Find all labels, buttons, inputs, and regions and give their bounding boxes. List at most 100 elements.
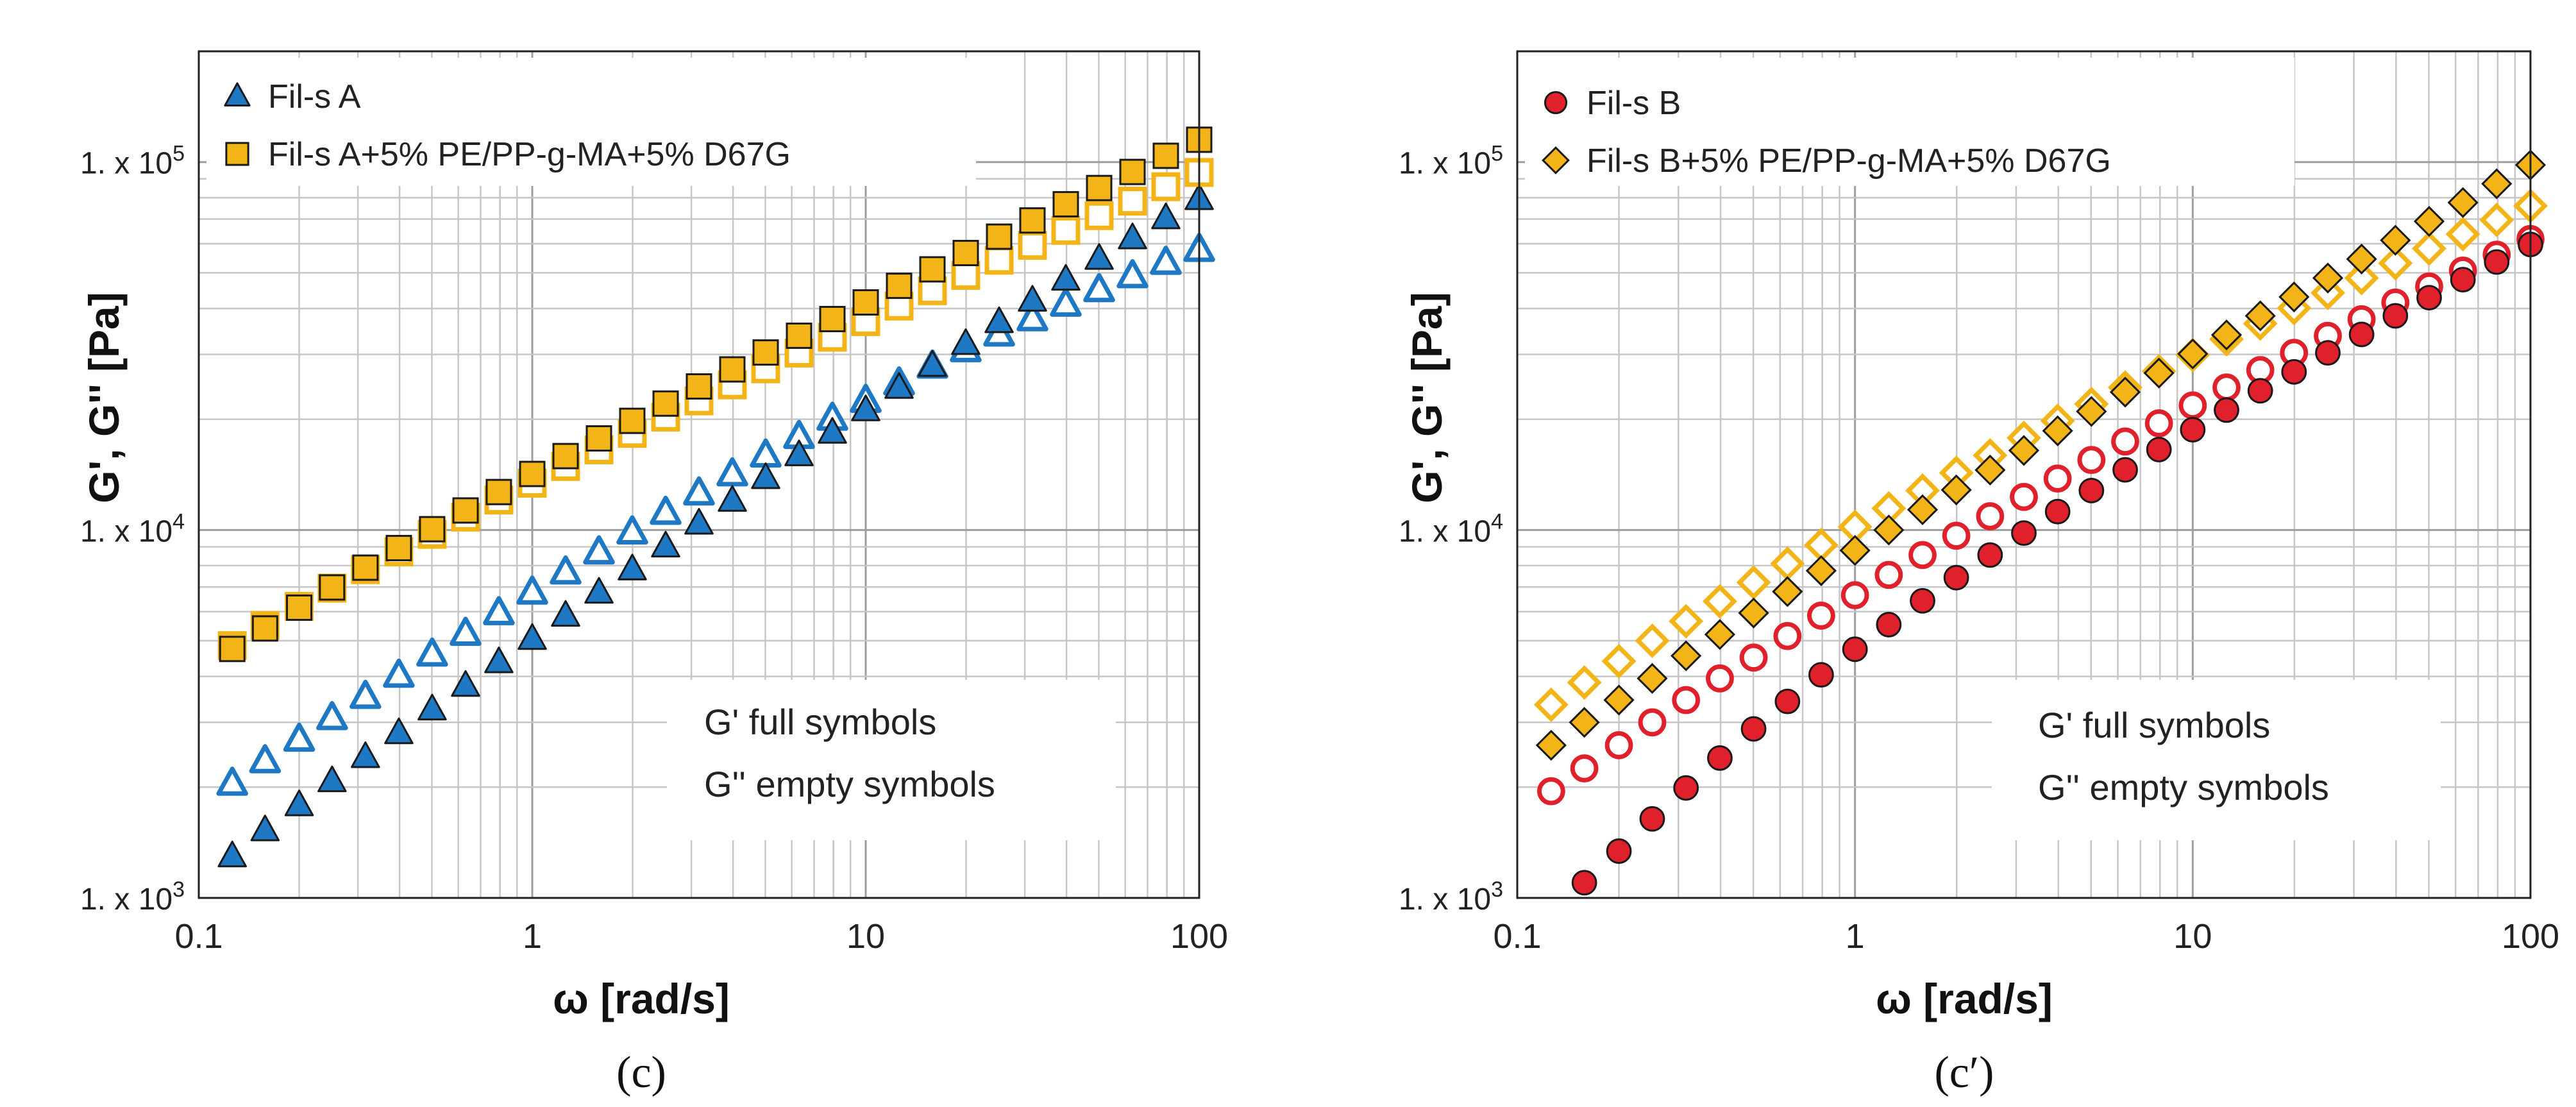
point-fil-s-a-g-prime: [918, 350, 947, 377]
point-fil-s-a-5-pe-pp-g-ma-5-d67g-g-prime: [452, 497, 479, 524]
point-fil-s-a-g-prime: [484, 646, 514, 673]
point-fil-s-b-5-pe-pp-g-ma-5-d67g-g-double-prime: [2445, 217, 2480, 251]
point-fil-s-b-5-pe-pp-g-ma-5-d67g-g-double-prime: [2378, 246, 2413, 281]
x-tick-label: 0.1: [174, 917, 223, 956]
point-fil-s-a-5-pe-pp-g-ma-5-d67g-g-prime: [519, 461, 546, 487]
point-fil-s-b-5-pe-pp-g-ma-5-d67g-g-prime: [2143, 357, 2175, 389]
point-fil-s-b-g-prime: [1740, 716, 1767, 742]
point-fil-s-a-g-double-prime: [716, 457, 748, 487]
point-fil-s-a-g-prime: [1084, 243, 1114, 270]
point-fil-s-b-g-double-prime: [2043, 464, 2072, 493]
legend: Fil-s B Fil-s B+5% PE/PP-g-MA+5% D67G: [1542, 85, 2111, 180]
point-fil-s-a-5-pe-pp-g-ma-5-d67g-g-double-prime: [1018, 230, 1047, 260]
point-fil-s-b-5-pe-pp-g-ma-5-d67g-g-prime: [2346, 243, 2377, 275]
x-axis-label: ω [rad/s]: [553, 975, 730, 1022]
point-fil-s-b-g-prime: [2247, 378, 2273, 404]
point-fil-s-a-5-pe-pp-g-ma-5-d67g-g-prime: [352, 554, 379, 581]
chart-c-svg: 1. x 103 1. x 104 1. x 105 0.1 1 10 100 Fil-s…: [80, 50, 1228, 1097]
point-fil-s-b-5-pe-pp-g-ma-5-d67g-g-prime: [1940, 474, 1972, 505]
y-tick-label: 1. x 104: [80, 509, 185, 548]
point-fil-s-a-5-pe-pp-g-ma-5-d67g-g-prime: [1052, 190, 1079, 217]
point-fil-s-a-g-prime: [1118, 223, 1147, 249]
point-fil-s-a-g-prime: [351, 741, 380, 768]
y-tick-label: 1. x 105: [80, 142, 185, 181]
point-fil-s-a-5-pe-pp-g-ma-5-d67g-g-prime: [1086, 174, 1113, 201]
point-fil-s-a-5-pe-pp-g-ma-5-d67g-g-prime: [251, 615, 278, 642]
legend-box: [1525, 58, 2294, 186]
legend-box: [206, 58, 976, 186]
point-fil-s-b-5-pe-pp-g-ma-5-d67g-g-double-prime: [1601, 643, 1637, 679]
x-tick-label: 1: [1846, 917, 1865, 956]
point-fil-s-a-g-prime: [618, 554, 647, 580]
x-tick-label: 10: [2173, 917, 2212, 956]
point-fil-s-a-5-pe-pp-g-ma-5-d67g-g-prime: [819, 305, 846, 332]
point-fil-s-b-5-pe-pp-g-ma-5-d67g-g-double-prime: [1702, 584, 1737, 619]
point-fil-s-a-g-double-prime: [316, 701, 348, 731]
legend-marker-circle: [1544, 90, 1568, 115]
point-fil-s-b-g-double-prime: [1570, 754, 1599, 782]
point-fil-s-b-g-double-prime: [2212, 373, 2241, 402]
point-fil-s-b-g-prime: [2078, 477, 2105, 503]
legend-and-note-boxes: [1525, 58, 2441, 840]
point-fil-s-b-g-double-prime: [1976, 502, 2005, 530]
point-fil-s-b-g-prime: [2450, 267, 2476, 292]
point-fil-s-b-g-prime: [1571, 870, 1597, 896]
point-fil-s-a-g-double-prime: [1116, 259, 1149, 289]
point-fil-s-b-g-double-prime: [2010, 482, 2038, 511]
point-fil-s-b-5-pe-pp-g-ma-5-d67g-g-prime: [1974, 454, 2006, 486]
point-fil-s-b-g-prime: [2382, 303, 2409, 329]
point-fil-s-b-5-pe-pp-g-ma-5-d67g-g-double-prime: [2479, 203, 2514, 237]
point-fil-s-a-g-double-prime: [283, 722, 316, 752]
point-fil-s-b-5-pe-pp-g-ma-5-d67g-g-double-prime: [1635, 623, 1670, 658]
y-tick-label: 1. x 104: [1399, 509, 1503, 548]
x-tick-labels: 0.1 1 10 100: [174, 917, 1228, 956]
point-fil-s-a-5-pe-pp-g-ma-5-d67g-g-prime: [585, 425, 612, 452]
point-fil-s-b-g-double-prime: [1807, 602, 1835, 630]
legend-marker-diamond: [1542, 146, 1570, 174]
point-fil-s-a-5-pe-pp-g-ma-5-d67g-g-prime: [986, 223, 1013, 250]
point-fil-s-a-g-prime: [718, 485, 747, 512]
point-fil-s-a-g-prime: [1018, 285, 1047, 312]
x-tick-labels: 0.1 1 10 100: [1493, 917, 2559, 956]
point-fil-s-b-g-prime: [2348, 321, 2375, 348]
point-fil-s-b-g-prime: [2214, 397, 2239, 423]
point-fil-s-b-5-pe-pp-g-ma-5-d67g-g-prime: [2447, 187, 2479, 218]
point-fil-s-a-g-double-prime: [516, 575, 548, 605]
point-fil-s-b-5-pe-pp-g-ma-5-d67g-g-prime: [2008, 435, 2040, 466]
chart-panel-c-prime: 1. x 103 1. x 104 1. x 105 0.1 1 10 100 Fil-s…: [1288, 0, 2575, 1107]
point-fil-s-a-5-pe-pp-g-ma-5-d67g-g-prime: [1119, 158, 1146, 185]
point-fil-s-b-g-prime: [1707, 745, 1733, 771]
note-box: [667, 680, 1116, 840]
plot-frame: [198, 50, 1200, 899]
point-fil-s-a-g-double-prime: [249, 744, 282, 773]
point-fil-s-b-5-pe-pp-g-ma-5-d67g-g-prime: [1805, 555, 1837, 586]
point-fil-s-a-g-double-prime: [450, 616, 482, 646]
point-fil-s-a-g-double-prime: [383, 658, 415, 688]
point-fil-s-a-g-prime: [451, 670, 480, 697]
point-fil-s-b-g-prime: [1673, 775, 1699, 801]
point-fil-s-b-5-pe-pp-g-ma-5-d67g-g-prime: [1738, 597, 1769, 629]
point-fil-s-b-5-pe-pp-g-ma-5-d67g-g-prime: [2076, 396, 2107, 427]
point-fil-s-a-g-prime: [551, 600, 580, 627]
point-fil-s-a-g-prime: [584, 577, 614, 604]
point-fil-s-b-5-pe-pp-g-ma-5-d67g-g-prime: [1704, 619, 1736, 650]
point-fil-s-b-5-pe-pp-g-ma-5-d67g-g-prime: [1603, 684, 1635, 716]
point-fil-s-a-g-prime: [417, 693, 447, 721]
point-fil-s-a-g-prime: [651, 530, 680, 558]
point-fil-s-a-5-pe-pp-g-ma-5-d67g-g-double-prime: [1118, 187, 1147, 216]
legend: Fil-s A Fil-s A+5% PE/PP-g-MA+5% D67G: [224, 78, 791, 173]
point-fil-s-b-5-pe-pp-g-ma-5-d67g-g-double-prime: [1567, 665, 1602, 700]
point-fil-s-a-g-double-prime: [650, 495, 682, 525]
point-fil-s-b-5-pe-pp-g-ma-5-d67g-g-prime: [1839, 535, 1871, 566]
point-fil-s-b-5-pe-pp-g-ma-5-d67g-g-prime: [1569, 707, 1600, 738]
point-fil-s-b-5-pe-pp-g-ma-5-d67g-g-prime: [1535, 729, 1567, 761]
point-fil-s-a-g-prime: [518, 623, 547, 650]
point-fil-s-a-5-pe-pp-g-ma-5-d67g-g-double-prime: [1084, 201, 1114, 230]
point-fil-s-a-5-pe-pp-g-ma-5-d67g-g-prime: [1019, 207, 1046, 234]
point-fil-s-b-g-double-prime: [1536, 777, 1565, 806]
point-fil-s-b-g-prime: [1774, 688, 1801, 714]
point-fil-s-a-5-pe-pp-g-ma-5-d67g-g-prime: [552, 443, 579, 469]
point-fil-s-a-5-pe-pp-g-ma-5-d67g-g-prime: [886, 273, 913, 300]
point-fil-s-a-g-prime: [751, 462, 780, 489]
point-fil-s-a-g-prime: [951, 328, 981, 355]
